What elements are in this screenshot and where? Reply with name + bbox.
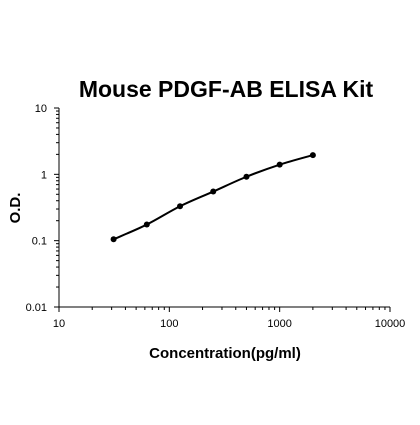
data-points [110, 152, 316, 243]
y-tick-label: 1 [41, 169, 47, 181]
x-tick-label: 1000 [267, 318, 291, 330]
data-point [309, 152, 316, 159]
data-point [177, 203, 184, 210]
x-axis-label: Concentration(pg/ml) [149, 345, 301, 362]
data-point [276, 161, 283, 168]
y-tick-label: 0.1 [32, 236, 47, 248]
data-point [110, 236, 117, 243]
x-tick-label: 10000 [375, 318, 406, 330]
y-tick-label: 10 [35, 103, 47, 115]
axes [58, 108, 390, 308]
x-tick-label: 10 [53, 318, 65, 330]
y-axis-label: O.D. [7, 193, 24, 224]
data-point [143, 221, 150, 228]
y-tick-label: 0.01 [26, 302, 47, 314]
chart-title: Mouse PDGF-AB ELISA Kit [79, 76, 374, 102]
data-point [210, 188, 217, 195]
ticks: 10 100 1000 10000 0.01 0.1 1 10 [26, 103, 406, 330]
x-tick-label: 100 [160, 318, 178, 330]
data-point [243, 173, 250, 180]
